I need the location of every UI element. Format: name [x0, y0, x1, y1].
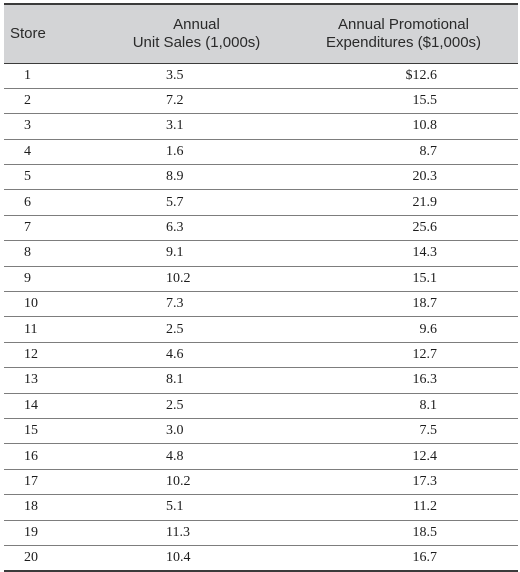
cell-unit-sales: 2.5 [166, 321, 184, 337]
header-unit-sales-line2: Unit Sales (1,000s) [132, 33, 261, 51]
header-row: Store Annual Unit Sales (1,000s) Annual … [4, 4, 518, 63]
cell-store: 5 [24, 169, 31, 185]
cell-store: 20 [24, 549, 38, 565]
table-row: 9 10.2 15.1 [4, 266, 518, 292]
table-body: 1 3.5 $12.6 2 7.2 15.5 3 3.1 10.8 4 1.6 8.7 5 8.9 20.3… [4, 63, 518, 571]
cell-promo-expenditures: 8.7 [419, 143, 438, 159]
table-row: 3 3.1 10.8 [4, 114, 518, 140]
cell-store: 2 [24, 93, 31, 109]
table-row: 10 7.3 18.7 [4, 292, 518, 317]
header-promo-line1: Annual Promotional [338, 15, 469, 33]
cell-unit-sales: 3.1 [166, 118, 184, 134]
cell-unit-sales: 11.3 [166, 524, 190, 540]
cell-store: 10 [24, 296, 38, 312]
cell-store: 1 [24, 67, 31, 83]
table-row: 17 10.2 17.3 [4, 469, 518, 495]
cell-unit-sales: 5.7 [166, 194, 184, 210]
cell-promo-expenditures: 10.8 [412, 118, 438, 134]
header-store: Store [4, 4, 104, 63]
table-row: 5 8.9 20.3 [4, 165, 518, 190]
cell-store: 17 [24, 473, 38, 489]
cell-store: 7 [24, 220, 31, 236]
header-unit-sales: Annual Unit Sales (1,000s) [104, 4, 289, 63]
cell-promo-expenditures: 18.5 [412, 524, 438, 540]
cell-promo-expenditures: 9.6 [419, 321, 438, 337]
cell-store: 9 [24, 270, 31, 286]
table-row: 13 8.1 16.3 [4, 368, 518, 394]
table-row: 15 3.0 7.5 [4, 418, 518, 444]
cell-unit-sales: 10.4 [166, 549, 191, 565]
table-row: 7 6.3 25.6 [4, 215, 518, 241]
table-row: 12 4.6 12.7 [4, 342, 518, 368]
cell-unit-sales: 7.3 [166, 296, 184, 312]
cell-store: 12 [24, 346, 38, 362]
data-table-container: Store Annual Unit Sales (1,000s) Annual … [4, 3, 518, 572]
cell-promo-expenditures: 7.5 [419, 423, 438, 439]
cell-unit-sales: 3.5 [166, 67, 184, 83]
cell-store: 4 [24, 143, 31, 159]
cell-promo-expenditures: 11.2 [413, 499, 437, 515]
cell-store: 13 [24, 372, 38, 388]
table-row: 2 7.2 15.5 [4, 88, 518, 114]
cell-store: 8 [24, 245, 31, 261]
cell-promo-expenditures: 17.3 [412, 473, 438, 489]
table-row: 19 11.3 18.5 [4, 520, 518, 546]
table-row: 8 9.1 14.3 [4, 241, 518, 267]
table-row: 16 4.8 12.4 [4, 444, 518, 470]
cell-unit-sales: 7.2 [166, 93, 184, 109]
cell-promo-expenditures: 16.3 [412, 372, 438, 388]
cell-promo-expenditures: 14.3 [412, 245, 438, 261]
cell-unit-sales: 1.6 [166, 143, 184, 159]
cell-unit-sales: 2.5 [166, 397, 184, 413]
header-promo-expenditures: Annual Promotional Expenditures ($1,000s… [289, 4, 518, 63]
cell-unit-sales: 5.1 [166, 499, 184, 515]
cell-store: 11 [24, 321, 38, 337]
cell-unit-sales: 10.2 [166, 270, 191, 286]
cell-promo-expenditures: 18.7 [412, 296, 438, 312]
cell-unit-sales: 9.1 [166, 245, 184, 261]
table-header: Store Annual Unit Sales (1,000s) Annual … [4, 4, 518, 63]
cell-unit-sales: 4.8 [166, 448, 184, 464]
cell-unit-sales: 10.2 [166, 473, 191, 489]
cell-unit-sales: 8.1 [166, 372, 184, 388]
header-unit-sales-line1: Annual [173, 15, 220, 33]
cell-promo-expenditures: $12.6 [405, 67, 438, 83]
cell-promo-expenditures: 25.6 [412, 220, 438, 236]
cell-store: 6 [24, 194, 31, 210]
cell-store: 18 [24, 499, 38, 515]
table-row: 18 5.1 11.2 [4, 495, 518, 521]
cell-unit-sales: 4.6 [166, 346, 184, 362]
cell-promo-expenditures: 12.7 [412, 346, 438, 362]
table-row: 14 2.5 8.1 [4, 393, 518, 419]
table-row: 6 5.7 21.9 [4, 190, 518, 216]
cell-unit-sales: 6.3 [166, 220, 184, 236]
cell-store: 19 [24, 524, 38, 540]
cell-store: 14 [24, 397, 38, 413]
cell-promo-expenditures: 8.1 [419, 397, 438, 413]
cell-store: 16 [24, 448, 38, 464]
table-row: 1 3.5 $12.6 [4, 63, 518, 89]
cell-store: 15 [24, 423, 38, 439]
cell-unit-sales: 3.0 [166, 423, 184, 439]
cell-promo-expenditures: 15.1 [412, 270, 438, 286]
cell-unit-sales: 8.9 [166, 169, 184, 185]
cell-promo-expenditures: 21.9 [412, 194, 438, 210]
cell-promo-expenditures: 15.5 [412, 93, 438, 109]
table-row: 11 2.5 9.6 [4, 317, 518, 343]
store-sales-table: Store Annual Unit Sales (1,000s) Annual … [4, 3, 518, 572]
table-row: 4 1.6 8.7 [4, 139, 518, 165]
header-promo-line2: Expenditures ($1,000s) [325, 33, 482, 51]
cell-store: 3 [24, 118, 31, 134]
cell-promo-expenditures: 20.3 [412, 169, 438, 185]
table-row: 20 10.4 16.7 [4, 545, 518, 571]
cell-promo-expenditures: 16.7 [412, 549, 438, 565]
cell-promo-expenditures: 12.4 [412, 448, 438, 464]
header-store-label: Store [10, 24, 46, 42]
